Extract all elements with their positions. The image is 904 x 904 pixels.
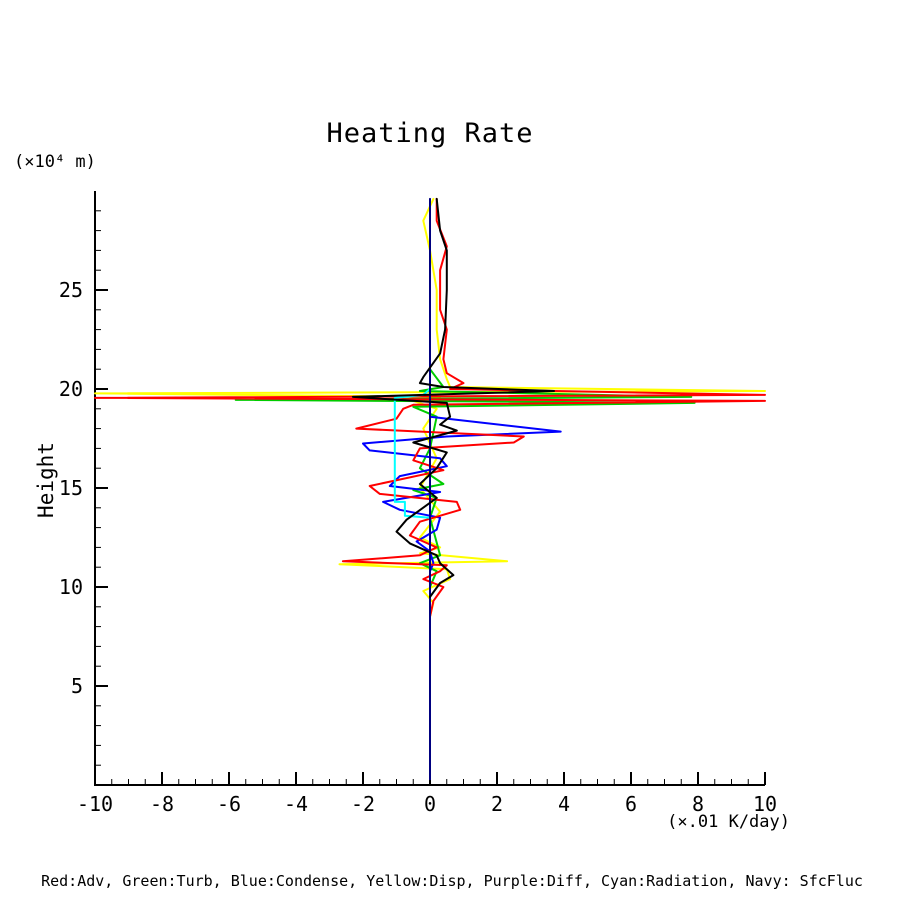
y-tick-label: 10: [59, 575, 83, 599]
x-tick-label: 0: [424, 792, 436, 816]
x-tick-label: 4: [558, 792, 570, 816]
x-tick-label: 2: [491, 792, 503, 816]
series-turb-line: [234, 199, 696, 608]
chart-title: Heating Rate: [326, 118, 534, 149]
legend-text: Red:Adv, Green:Turb, Blue:Condense, Yell…: [41, 872, 863, 890]
y-axis-unit-label: (×10⁴ m): [14, 152, 96, 172]
x-tick-label: -2: [351, 792, 375, 816]
x-tick-label: 8: [692, 792, 704, 816]
x-tick-label: 10: [753, 792, 777, 816]
y-axis-label: Height: [34, 442, 58, 518]
x-tick-label: 6: [625, 792, 637, 816]
y-tick-label: 5: [71, 674, 83, 698]
x-tick-label: -10: [77, 792, 113, 816]
x-axis-unit-label: (×.01 K/day): [667, 812, 790, 832]
y-tick-label: 20: [59, 377, 83, 401]
series-radiation-line: [393, 388, 431, 579]
y-tick-label: 15: [59, 476, 83, 500]
x-tick-label: -8: [150, 792, 174, 816]
series-condense-line: [362, 415, 562, 573]
x-tick-label: -6: [217, 792, 241, 816]
x-tick-label: -4: [284, 792, 308, 816]
y-tick-label: 25: [59, 278, 83, 302]
series-unlabeled-black-line: [351, 197, 555, 598]
